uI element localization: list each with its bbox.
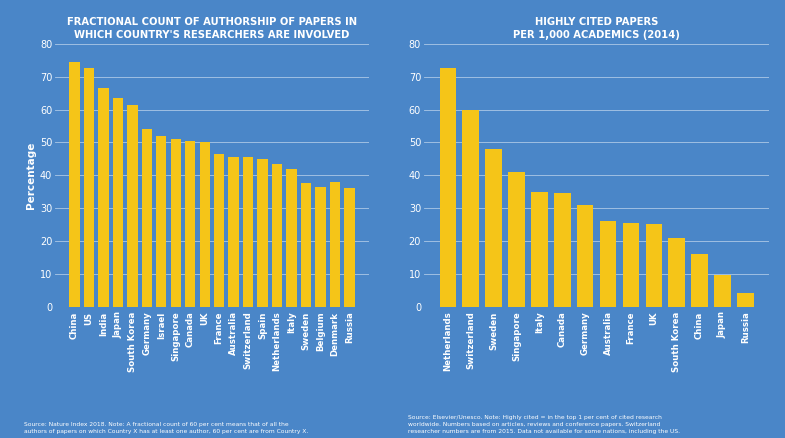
Bar xyxy=(330,182,340,307)
Title: FRACTIONAL COUNT OF AUTHORSHIP OF PAPERS IN
WHICH COUNTRY'S RESEARCHERS ARE INVO: FRACTIONAL COUNT OF AUTHORSHIP OF PAPERS… xyxy=(67,17,357,40)
Bar xyxy=(508,172,524,307)
Bar xyxy=(170,139,181,307)
Bar xyxy=(287,169,297,307)
Bar xyxy=(462,110,479,307)
Bar xyxy=(345,188,355,307)
Bar xyxy=(301,184,311,307)
Bar xyxy=(257,159,268,307)
Bar xyxy=(440,68,456,307)
Bar xyxy=(214,154,225,307)
Bar xyxy=(485,149,502,307)
Bar xyxy=(272,164,283,307)
Bar xyxy=(714,276,731,307)
Bar xyxy=(185,141,195,307)
Bar xyxy=(127,105,137,307)
Bar xyxy=(737,293,754,307)
Text: Source: Nature Index 2018. Note: A fractional count of 60 per cent means that of: Source: Nature Index 2018. Note: A fract… xyxy=(24,422,308,434)
Bar xyxy=(645,225,662,307)
Bar xyxy=(531,192,548,307)
Bar xyxy=(600,221,616,307)
Bar xyxy=(141,129,152,307)
Bar xyxy=(69,62,79,307)
Bar xyxy=(669,237,685,307)
Bar xyxy=(692,254,708,307)
Bar xyxy=(98,88,108,307)
Y-axis label: Percentage: Percentage xyxy=(26,141,35,209)
Bar xyxy=(316,187,326,307)
Bar xyxy=(113,98,123,307)
Bar xyxy=(243,157,254,307)
Text: Source: Elsevier/Unesco. Note: Highly cited = in the top 1 per cent of cited res: Source: Elsevier/Unesco. Note: Highly ci… xyxy=(408,415,680,434)
Bar xyxy=(577,205,593,307)
Bar xyxy=(554,193,571,307)
Bar xyxy=(199,142,210,307)
Bar xyxy=(623,223,639,307)
Bar xyxy=(228,157,239,307)
Bar xyxy=(156,136,166,307)
Title: HIGHLY CITED PAPERS
PER 1,000 ACADEMICS (2014): HIGHLY CITED PAPERS PER 1,000 ACADEMICS … xyxy=(513,17,680,40)
Bar xyxy=(84,68,94,307)
